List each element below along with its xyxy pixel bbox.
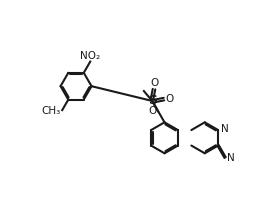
Text: CH₃: CH₃ [42,106,61,116]
Text: O: O [165,94,173,104]
Text: NO₂: NO₂ [80,51,100,61]
Text: O: O [150,78,158,88]
Text: O: O [148,106,157,116]
Text: N: N [221,124,229,134]
Text: N: N [227,153,235,163]
Text: S: S [148,95,157,108]
